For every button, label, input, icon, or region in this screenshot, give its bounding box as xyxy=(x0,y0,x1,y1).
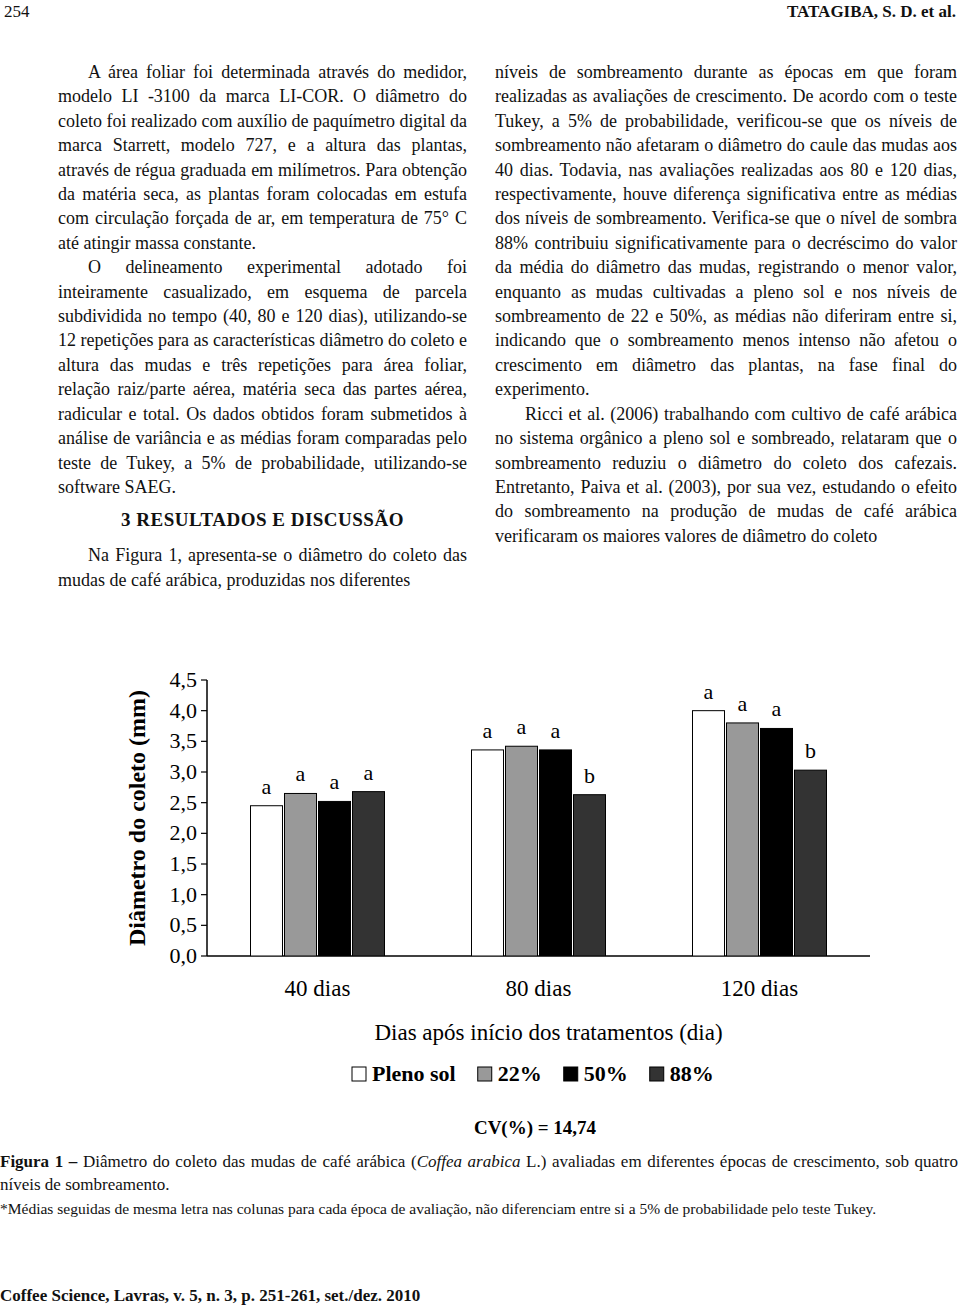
running-head: TATAGIBA, S. D. et al. xyxy=(787,2,956,22)
y-tick-label: 2,5 xyxy=(170,790,198,815)
legend-swatch xyxy=(650,1067,664,1081)
bar xyxy=(761,728,793,956)
bar xyxy=(353,792,385,956)
bar xyxy=(574,795,606,956)
x-axis-title: Dias após início dos tratamentos (dia) xyxy=(374,1020,722,1045)
y-tick xyxy=(201,771,207,772)
y-tick xyxy=(201,863,207,864)
bar xyxy=(251,806,283,956)
tukey-letter: a xyxy=(772,696,782,721)
bar xyxy=(727,723,759,956)
legend: Pleno sol 22% 50% 88% xyxy=(352,1061,714,1086)
bar xyxy=(540,750,572,956)
bars xyxy=(251,711,827,956)
y-tick-label: 4,5 xyxy=(170,667,198,692)
annotation: CV(%) = 14,74 xyxy=(474,1117,597,1139)
y-tick-label: 1,0 xyxy=(170,882,198,907)
paragraph: níveis de sombreamento durante as épocas… xyxy=(495,60,957,402)
y-axis-title: Diâmetro do coleto (mm) xyxy=(124,690,150,946)
left-column: A área foliar foi determinada através do… xyxy=(58,60,467,592)
tukey-letter: a xyxy=(517,714,527,739)
y-tick xyxy=(201,741,207,742)
figure-caption: Figura 1 – Diâmetro do coleto das mudas … xyxy=(0,1150,958,1196)
y-tick xyxy=(201,710,207,711)
x-tick-label: 120 dias xyxy=(721,976,798,1001)
tukey-letter: b xyxy=(584,763,595,788)
paragraph: A área foliar foi determinada através do… xyxy=(58,60,467,255)
tukey-letter: a xyxy=(551,718,561,743)
paragraph: Na Figura 1, apresenta-se o diâmetro do … xyxy=(58,543,467,592)
legend-label: 50% xyxy=(584,1061,628,1086)
caption-text: Diâmetro do coleto das mudas de café ará… xyxy=(77,1152,416,1171)
bar xyxy=(506,746,538,956)
legend-label: 22% xyxy=(498,1061,542,1086)
y-tick xyxy=(201,833,207,834)
figure-footnote: *Médias seguidas de mesma letra nas colu… xyxy=(0,1198,958,1220)
x-tick-label: 80 dias xyxy=(506,976,572,1001)
y-axis xyxy=(206,680,208,956)
legend-swatch xyxy=(564,1067,578,1081)
y-tick xyxy=(201,679,207,680)
tukey-letter: b xyxy=(805,738,816,763)
legend-swatch xyxy=(478,1067,492,1081)
paragraph: O delineamento experimental adotado foi … xyxy=(58,255,467,499)
x-tick-label: 40 dias xyxy=(285,976,351,1001)
bar xyxy=(285,793,317,956)
legend-label: 88% xyxy=(670,1061,714,1086)
caption-label: Figura 1 – xyxy=(0,1152,77,1171)
y-tick-label: 4,0 xyxy=(170,698,198,723)
tukey-letter: a xyxy=(704,679,714,704)
page-number: 254 xyxy=(4,2,30,22)
legend-label: Pleno sol xyxy=(372,1061,456,1086)
y-tick xyxy=(201,925,207,926)
tukey-letter: a xyxy=(330,769,340,794)
right-column: níveis de sombreamento durante as épocas… xyxy=(495,60,957,548)
y-tick-label: 1,5 xyxy=(170,851,198,876)
y-tick-label: 3,0 xyxy=(170,759,198,784)
bar xyxy=(795,770,827,956)
y-tick-label: 0,0 xyxy=(170,943,198,968)
chart: 0,0 0,5 1,0 1,5 2,0 2,5 3,0 3,5 4,0 4,5 Diâmetro d… xyxy=(0,0,960,1310)
tukey-letter: a xyxy=(364,760,374,785)
tukey-letter: a xyxy=(262,774,272,799)
caption-species: Coffea arabica xyxy=(417,1152,521,1171)
bar xyxy=(693,711,725,956)
tukey-letter: a xyxy=(296,761,306,786)
section-heading: 3 RESULTADOS E DISCUSSÃO xyxy=(58,509,467,531)
y-tick-label: 3,5 xyxy=(170,728,198,753)
bar xyxy=(472,750,504,956)
legend-swatch xyxy=(352,1067,366,1081)
y-tick-label: 0,5 xyxy=(170,912,198,937)
tukey-letter: a xyxy=(483,718,493,743)
footer: Coffee Science, Lavras, v. 5, n. 3, p. 2… xyxy=(0,1286,420,1306)
tukey-letter: a xyxy=(738,691,748,716)
y-tick xyxy=(201,955,207,956)
y-tick-label: 2,0 xyxy=(170,820,198,845)
group-letters: aaaaaaabaaab xyxy=(262,679,816,799)
y-tick xyxy=(201,894,207,895)
y-tick xyxy=(201,802,207,803)
paragraph: Ricci et al. (2006) trabalhando com cult… xyxy=(495,402,957,548)
bar xyxy=(319,801,351,956)
